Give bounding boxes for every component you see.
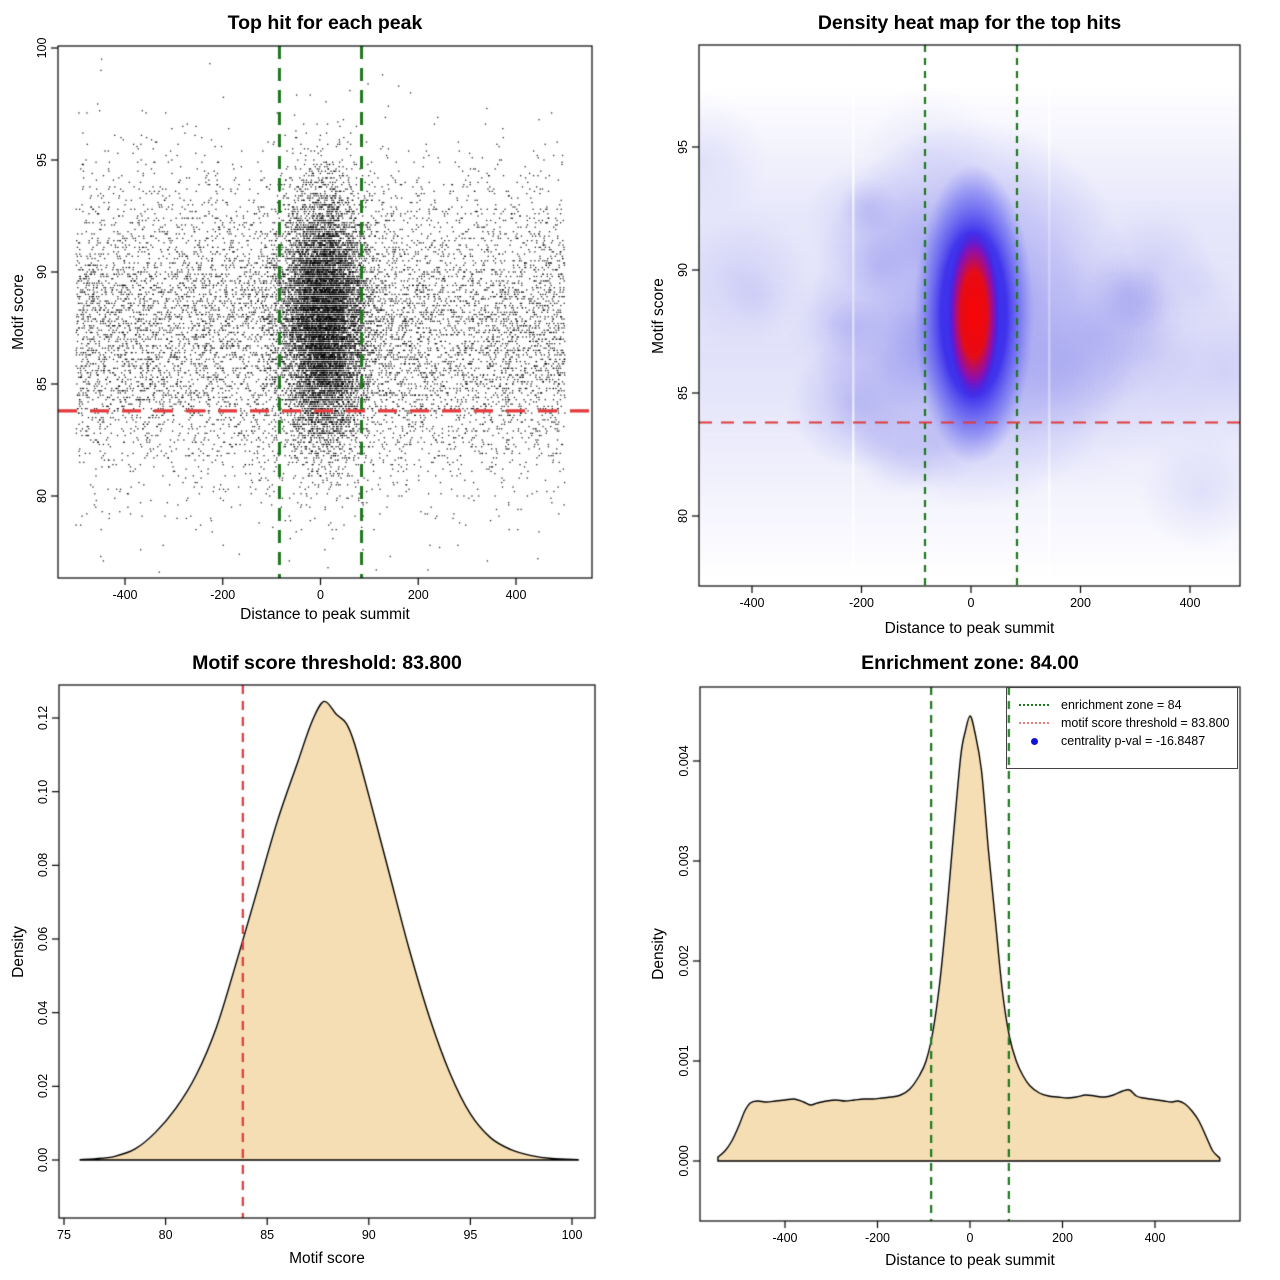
x-tick-label: -200 [848, 596, 875, 610]
x-axis-label: Distance to peak summit [885, 1252, 1055, 1269]
y-tick-label: 0.000 [677, 1145, 691, 1177]
centrality-point-icon [1015, 737, 1053, 745]
x-tick-label: -400 [739, 596, 765, 610]
x-tick-label: 400 [505, 588, 527, 602]
density-plot-canvas [640, 640, 1280, 1280]
y-tick-label: 0.002 [677, 945, 691, 977]
y-tick-label: 0.00 [36, 1147, 50, 1173]
x-tick-label: 90 [361, 1228, 376, 1242]
density-plot-canvas [0, 640, 640, 1280]
page-title: Top hit for each peak [227, 12, 423, 34]
legend-row-enrichment-zone: enrichment zone = 84 [1007, 696, 1237, 714]
legend-label: enrichment zone = 84 [1061, 698, 1182, 712]
x-tick-label: 80 [158, 1228, 173, 1242]
y-tick-label: 0.003 [677, 845, 691, 877]
legend-row-centrality: centrality p-val = -16.8487 [1007, 732, 1237, 750]
y-tick-label: 0.08 [36, 853, 50, 878]
y-tick-label: 85 [676, 386, 690, 400]
y-tick-label: 80 [676, 509, 690, 523]
x-axis-label: Distance to peak summit [884, 620, 1055, 637]
threshold-line-icon [1015, 722, 1053, 724]
y-tick-label: 0.06 [36, 926, 50, 952]
x-axis-label: Distance to peak summit [240, 606, 410, 623]
x-tick-label: 85 [260, 1228, 275, 1242]
y-tick-label: 100 [35, 37, 49, 59]
x-tick-label: 200 [1070, 596, 1091, 610]
y-axis-label: Motif score [650, 278, 667, 354]
x-tick-label: 200 [1052, 1231, 1073, 1245]
x-tick-label: -400 [772, 1231, 798, 1245]
panel-distance-density: Enrichment zone: 84.00 Distance to peak … [640, 640, 1280, 1280]
x-tick-label: 400 [1144, 1231, 1166, 1245]
y-tick-label: 0.02 [36, 1074, 50, 1099]
legend-label: motif score threshold = 83.800 [1061, 716, 1230, 730]
legend-label: centrality p-val = -16.8487 [1061, 734, 1206, 748]
panel-top-hit-scatter: Top hit for each peak Distance to peak s… [0, 0, 640, 640]
x-tick-label: 95 [463, 1228, 478, 1242]
y-tick-label: 0.004 [677, 745, 691, 777]
page-title: Density heat map for the top hits [817, 12, 1122, 34]
x-tick-label: 100 [561, 1228, 583, 1242]
scatter-plot-canvas [0, 0, 640, 640]
x-tick-label: -400 [112, 588, 138, 602]
y-tick-label: 90 [676, 263, 690, 277]
x-tick-label: 75 [57, 1228, 71, 1242]
x-tick-label: 400 [1179, 596, 1201, 610]
page-title: Enrichment zone: 84.00 [861, 652, 1079, 674]
x-tick-label: 200 [407, 588, 429, 602]
legend: enrichment zone = 84 motif score thresho… [1006, 687, 1238, 769]
y-tick-label: 85 [35, 377, 49, 391]
legend-row-threshold: motif score threshold = 83.800 [1007, 714, 1237, 732]
x-tick-label: 0 [317, 588, 324, 602]
x-tick-label: -200 [210, 588, 236, 602]
y-tick-label: 0.04 [36, 1000, 50, 1025]
enrichment-zone-line-icon [1015, 704, 1053, 706]
x-tick-label: 0 [966, 1231, 974, 1245]
y-axis-label: Density [10, 926, 27, 978]
panel-motif-score-density: Motif score threshold: 83.800 Motif scor… [0, 640, 640, 1280]
y-tick-label: 0.10 [36, 779, 50, 804]
y-tick-label: 95 [35, 153, 49, 167]
y-axis-label: Motif score [10, 274, 27, 350]
panel-density-heatmap: Density heat map for the top hits Distan… [640, 0, 1280, 640]
x-tick-label: 0 [967, 596, 975, 610]
y-tick-label: 0.12 [36, 705, 50, 731]
heatmap-canvas [640, 0, 1280, 640]
y-tick-label: 80 [35, 489, 49, 503]
y-tick-label: 90 [35, 265, 49, 279]
y-tick-label: 0.001 [677, 1045, 691, 1077]
y-axis-label: Density [650, 928, 667, 980]
page-title: Motif score threshold: 83.800 [192, 652, 462, 674]
x-axis-label: Motif score [289, 1250, 365, 1267]
x-tick-label: -200 [864, 1231, 891, 1245]
y-tick-label: 95 [676, 140, 690, 154]
